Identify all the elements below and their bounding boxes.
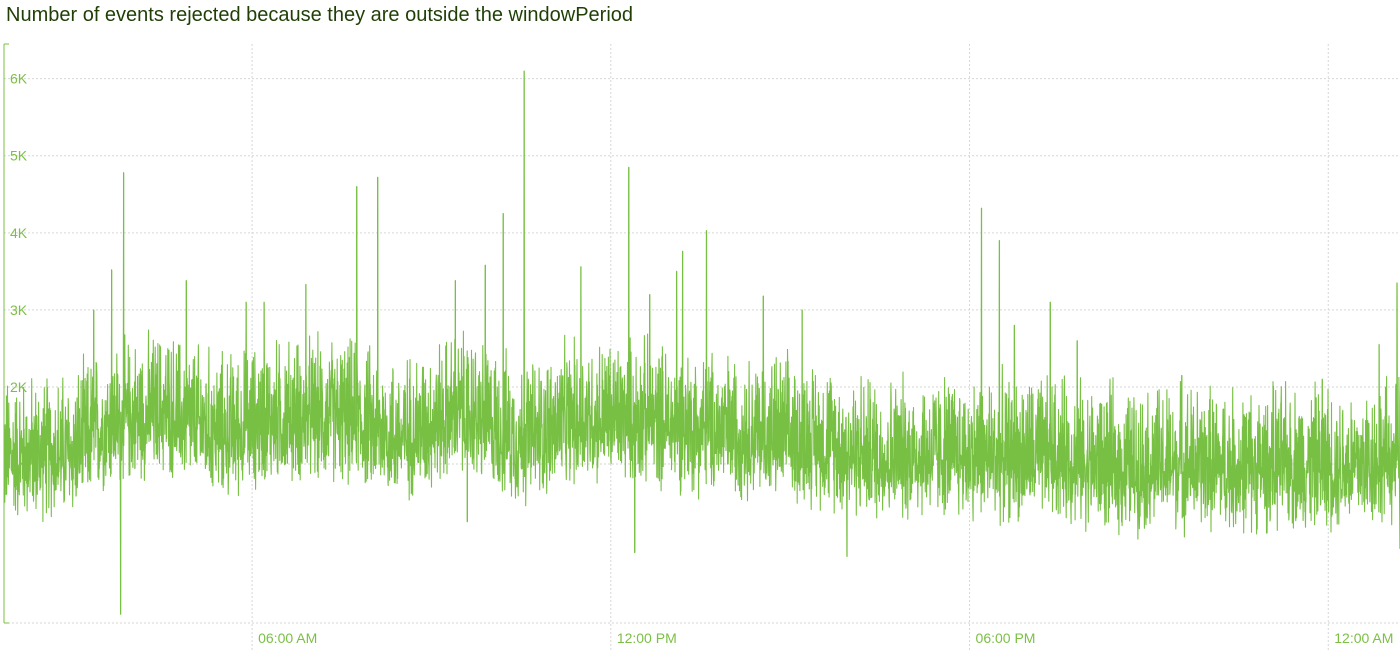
y-tick-label: 5K bbox=[10, 148, 28, 164]
grid-layer bbox=[4, 44, 1400, 650]
chart-title: Number of events rejected because they a… bbox=[6, 4, 634, 26]
series-layer bbox=[3, 70, 1400, 615]
axis-layer bbox=[3, 43, 9, 624]
series-line bbox=[3, 70, 1400, 615]
y-tick-label: 6K bbox=[10, 71, 28, 87]
x-tick-label: 12:00 PM bbox=[617, 630, 677, 646]
x-tick-label: 06:00 PM bbox=[976, 630, 1036, 646]
x-tick-label: 06:00 AM bbox=[258, 630, 317, 646]
y-tick-label: 4K bbox=[10, 225, 28, 241]
y-tick-label: 1K bbox=[10, 456, 28, 472]
x-tick-label: 12:00 AM bbox=[1334, 630, 1393, 646]
y-tick-label: 2K bbox=[10, 379, 28, 395]
y-tick-label: 3K bbox=[10, 302, 28, 318]
label-layer: 1K 2K 3K 4K 5K 6K 06:00 AM 12:00 PM 06:00 PM 12:0… bbox=[10, 71, 1393, 646]
